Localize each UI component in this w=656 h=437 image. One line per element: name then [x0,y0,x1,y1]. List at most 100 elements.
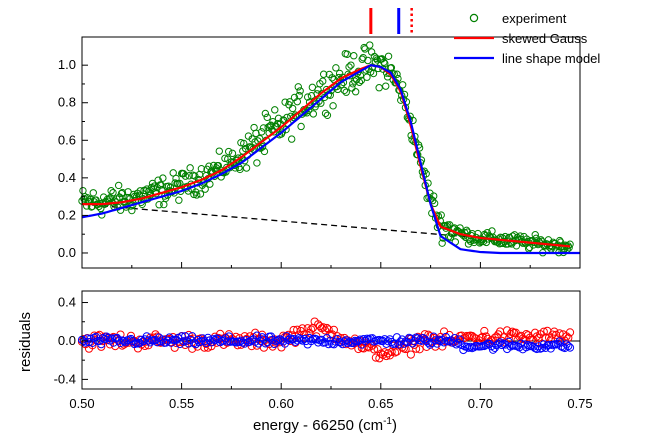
experiment-point [347,61,355,69]
residual-point-red [391,348,400,357]
experiment-point [260,147,269,156]
experiment-point [319,77,327,85]
residual-point-red [321,326,330,335]
experiment-point [456,224,464,232]
residual-point-blue [391,339,400,348]
experiment-point [437,211,445,219]
experiment-point [309,110,318,118]
experiment-point [172,174,180,183]
legend-label: line shape model [502,51,600,66]
x-axis-title: energy - 66250 (cm-1) [253,416,397,434]
residual-point-red [555,329,564,338]
residual-point-red [370,345,379,354]
experiment-point [186,164,194,172]
experiment-point [303,93,312,101]
residual-point-blue [523,340,533,350]
experiment-point [342,88,350,96]
residual-point-red [307,325,316,334]
experiment-point [155,201,163,209]
experiment-point [214,161,223,170]
experiment-point [373,56,381,64]
residual-point-red [97,342,106,351]
bottom-axis-ytick-label: 0.0 [58,333,76,348]
top-axis-ytick-label: 0.6 [58,132,76,147]
experiment-point [387,64,396,72]
x-tick-label: 0.65 [368,396,393,411]
experiment-point [117,189,126,198]
experiment-point [278,128,286,136]
experiment-point [566,240,574,248]
residual-point-red [294,330,304,339]
residual-point-blue [481,340,491,349]
residual-point-blue [455,335,464,344]
experiment-point [438,239,446,247]
residual-point-red [478,332,487,341]
residual-point-blue [565,343,575,352]
experiment-point [273,119,282,128]
experiment-point [197,165,206,173]
top-axis-ytick-label: 1.0 [58,57,76,72]
experiment-point [382,82,390,90]
experiment-point [355,78,364,86]
experiment-point [287,135,296,143]
top-axis-ytick-label: 0.4 [58,170,76,185]
experiment-point [196,190,205,198]
experiment-point [393,70,401,78]
experiment-point [340,86,349,95]
experiment-point [297,122,305,131]
residual-point-blue [497,340,506,350]
residual-point-blue [273,336,283,345]
residual-point-red [329,325,338,334]
experiment-point [392,78,400,87]
bottom-axis-ytick-label: -0.4 [54,371,76,386]
residual-point-blue [261,339,270,348]
bottom-axis-ytick-label: 0.4 [58,295,76,310]
experiment-point [305,98,314,106]
skewed-gauss-line [82,64,571,248]
experiment-point [429,192,438,200]
residual-point-blue [86,334,95,343]
x-tick-label: 0.50 [69,396,94,411]
residual-point-blue [177,332,186,341]
experiment-point [159,174,167,182]
experiment-point [224,147,233,156]
experiment-point [257,128,266,136]
baseline-dashed-line [81,203,571,247]
experiment-point [107,187,115,195]
line-shape-model-line [81,64,580,255]
experiment-point [175,196,183,204]
experiment-point [381,59,389,68]
residual-point-red [508,327,517,336]
residual-point-red [504,334,513,343]
residual-point-red [506,329,515,339]
y-axis-title-residuals: residuals [17,312,34,372]
experiment-point [185,172,193,180]
experiment-point [263,113,271,122]
experiment-point [565,244,573,252]
x-tick-label: 0.75 [567,396,592,411]
experiment-point [261,109,270,118]
experiment-point [372,54,381,63]
residual-point-blue [424,338,433,347]
experiment-point [281,98,289,106]
experiment-point [321,109,330,118]
experiment-point [241,144,250,153]
residual-point-red [415,345,424,354]
experiment-point [206,180,214,188]
experiment-point [256,134,264,143]
experiment-point [114,181,123,190]
experiment-point [201,185,209,193]
experiment-point [462,226,471,235]
experiment-point [345,63,353,71]
experiment-point [439,234,447,242]
experiment-point [398,81,407,89]
experiment-point [222,168,230,176]
residual-point-red [303,324,312,333]
residual-point-blue [298,336,307,345]
experiment-point [240,139,248,148]
experiment-point [181,172,190,180]
experiment-point [86,195,95,203]
residual-point-blue [142,332,151,341]
experiment-point [136,187,145,195]
residual-point-blue [537,343,547,353]
